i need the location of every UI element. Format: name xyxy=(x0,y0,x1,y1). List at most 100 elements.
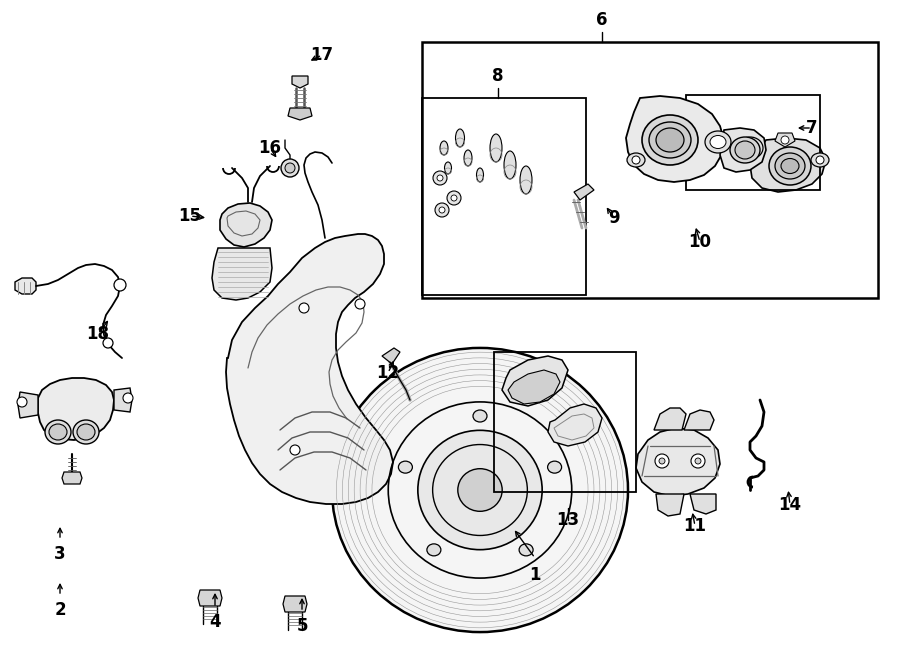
Circle shape xyxy=(103,338,113,348)
Polygon shape xyxy=(654,408,686,430)
Ellipse shape xyxy=(627,153,645,167)
Ellipse shape xyxy=(77,424,95,440)
Polygon shape xyxy=(212,248,272,300)
Ellipse shape xyxy=(519,544,533,556)
Polygon shape xyxy=(382,348,400,364)
Polygon shape xyxy=(283,596,307,612)
Text: 6: 6 xyxy=(596,11,608,29)
Ellipse shape xyxy=(656,128,684,152)
Polygon shape xyxy=(18,392,38,418)
Circle shape xyxy=(816,156,824,164)
Text: 8: 8 xyxy=(492,67,504,85)
Polygon shape xyxy=(636,428,720,496)
Polygon shape xyxy=(548,404,602,446)
Polygon shape xyxy=(38,378,114,440)
Ellipse shape xyxy=(547,461,562,473)
Circle shape xyxy=(781,136,789,144)
Ellipse shape xyxy=(769,147,811,185)
Ellipse shape xyxy=(735,141,755,159)
Circle shape xyxy=(439,207,445,213)
Polygon shape xyxy=(226,234,393,504)
Ellipse shape xyxy=(73,420,99,444)
Polygon shape xyxy=(690,494,716,514)
Text: 17: 17 xyxy=(310,46,334,64)
Text: 14: 14 xyxy=(778,496,802,514)
Text: 16: 16 xyxy=(258,139,282,157)
Ellipse shape xyxy=(49,424,67,440)
Ellipse shape xyxy=(464,150,472,166)
Text: 15: 15 xyxy=(178,207,202,225)
Ellipse shape xyxy=(458,469,502,511)
Ellipse shape xyxy=(781,158,799,173)
Ellipse shape xyxy=(520,166,532,194)
Circle shape xyxy=(435,203,449,217)
Text: 11: 11 xyxy=(683,517,706,535)
Circle shape xyxy=(114,279,126,291)
Circle shape xyxy=(451,195,457,201)
Circle shape xyxy=(299,303,309,313)
Text: 13: 13 xyxy=(556,511,580,529)
Circle shape xyxy=(290,445,300,455)
Polygon shape xyxy=(15,278,36,294)
Ellipse shape xyxy=(427,544,441,556)
Text: 1: 1 xyxy=(529,566,541,584)
Ellipse shape xyxy=(418,430,542,549)
Circle shape xyxy=(437,175,443,181)
Ellipse shape xyxy=(332,348,628,632)
Ellipse shape xyxy=(45,420,71,444)
Ellipse shape xyxy=(775,153,805,179)
Text: 18: 18 xyxy=(86,325,110,343)
Ellipse shape xyxy=(642,115,698,165)
Ellipse shape xyxy=(705,131,731,153)
Circle shape xyxy=(691,454,705,468)
Ellipse shape xyxy=(649,122,691,158)
Ellipse shape xyxy=(445,162,452,174)
Text: 9: 9 xyxy=(608,209,620,227)
Text: 3: 3 xyxy=(54,545,66,563)
Text: 5: 5 xyxy=(296,617,308,635)
Polygon shape xyxy=(574,184,594,200)
Polygon shape xyxy=(750,138,826,192)
Bar xyxy=(686,95,820,190)
Circle shape xyxy=(123,393,133,403)
Polygon shape xyxy=(114,388,132,412)
Bar xyxy=(422,98,586,295)
Circle shape xyxy=(285,163,295,173)
Polygon shape xyxy=(292,76,308,88)
Ellipse shape xyxy=(440,141,448,155)
Circle shape xyxy=(659,458,665,464)
Ellipse shape xyxy=(473,410,487,422)
Circle shape xyxy=(655,454,669,468)
Bar xyxy=(494,352,636,492)
Polygon shape xyxy=(775,133,795,147)
Polygon shape xyxy=(198,590,222,606)
Ellipse shape xyxy=(730,137,760,163)
Text: 2: 2 xyxy=(54,601,66,619)
Ellipse shape xyxy=(504,151,516,179)
Polygon shape xyxy=(508,370,560,404)
Circle shape xyxy=(447,191,461,205)
Polygon shape xyxy=(220,203,272,247)
Bar xyxy=(422,42,878,298)
Text: 7: 7 xyxy=(806,119,818,137)
Ellipse shape xyxy=(742,142,758,154)
Polygon shape xyxy=(502,356,568,406)
Ellipse shape xyxy=(476,168,483,182)
Ellipse shape xyxy=(737,137,763,159)
Text: 4: 4 xyxy=(209,613,220,631)
Ellipse shape xyxy=(710,136,726,148)
Polygon shape xyxy=(656,494,684,516)
Circle shape xyxy=(632,156,640,164)
Circle shape xyxy=(17,397,27,407)
Ellipse shape xyxy=(490,134,502,162)
Text: 12: 12 xyxy=(376,364,400,382)
Circle shape xyxy=(281,159,299,177)
Ellipse shape xyxy=(455,129,464,147)
Polygon shape xyxy=(720,128,766,172)
Text: 10: 10 xyxy=(688,233,712,251)
Ellipse shape xyxy=(811,153,829,167)
Polygon shape xyxy=(62,472,82,484)
Polygon shape xyxy=(626,96,724,182)
Circle shape xyxy=(355,299,365,309)
Polygon shape xyxy=(288,108,312,120)
